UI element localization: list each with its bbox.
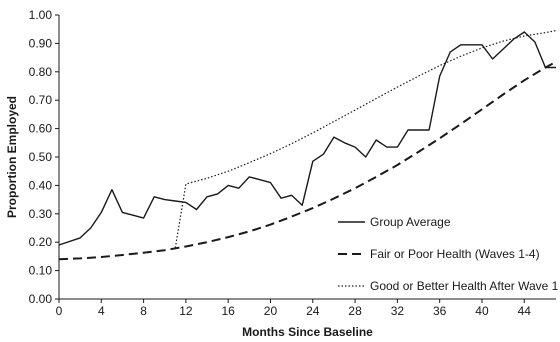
series-fair-poor-health-line: [58, 61, 557, 261]
x-tick-label: 36: [433, 304, 447, 318]
legend-entry-fair-poor-health: Fair or Poor Health (Waves 1-4): [338, 247, 540, 261]
legend-label: Good or Better Health After Wave 1: [370, 279, 559, 293]
x-axis-ticks: 0 4 8 12 16 20 24 28 32 36 40 44: [56, 299, 532, 318]
x-axis-title: Months Since Baseline: [242, 325, 373, 339]
x-tick-label: 32: [391, 304, 405, 318]
x-tick-label: 12: [179, 304, 193, 318]
legend-label: Group Average: [370, 215, 451, 229]
x-tick-label: 4: [98, 304, 105, 318]
y-tick-label: 0.20: [29, 235, 53, 249]
y-tick-label: 0.70: [29, 93, 53, 107]
x-tick-label: 24: [306, 304, 320, 318]
y-tick-label: 0.40: [29, 178, 53, 192]
y-tick-label: 0.30: [29, 207, 53, 221]
legend-entry-group-average: Group Average: [338, 215, 451, 229]
x-tick-label: 0: [56, 304, 63, 318]
y-axis-title: Proportion Employed: [5, 96, 19, 218]
x-tick-label: 44: [518, 304, 532, 318]
series-good-better-health-line: [174, 30, 557, 248]
y-tick-label: 1.00: [29, 8, 53, 22]
legend: Group Average Fair or Poor Health (Waves …: [338, 215, 559, 293]
series-group-average-line: [58, 31, 556, 246]
x-tick-label: 8: [140, 304, 147, 318]
x-tick-label: 20: [264, 304, 278, 318]
y-axis-ticks: 0.00 0.10 0.20 0.30 0.40 0.50 0.60 0.70 0.80 0.90…: [29, 8, 59, 306]
y-tick-label: 0.90: [29, 36, 53, 50]
series-layer: [58, 30, 557, 261]
x-tick-label: 40: [475, 304, 489, 318]
y-tick-label: 0.10: [29, 264, 53, 278]
legend-label: Fair or Poor Health (Waves 1-4): [370, 247, 540, 261]
y-tick-label: 0.60: [29, 122, 53, 136]
y-tick-label: 0.80: [29, 65, 53, 79]
y-tick-label: 0.50: [29, 150, 53, 164]
y-tick-label: 0.00: [29, 292, 53, 306]
x-tick-label: 16: [222, 304, 236, 318]
x-tick-label: 28: [348, 304, 362, 318]
legend-entry-good-better-health: Good or Better Health After Wave 1: [338, 279, 559, 293]
